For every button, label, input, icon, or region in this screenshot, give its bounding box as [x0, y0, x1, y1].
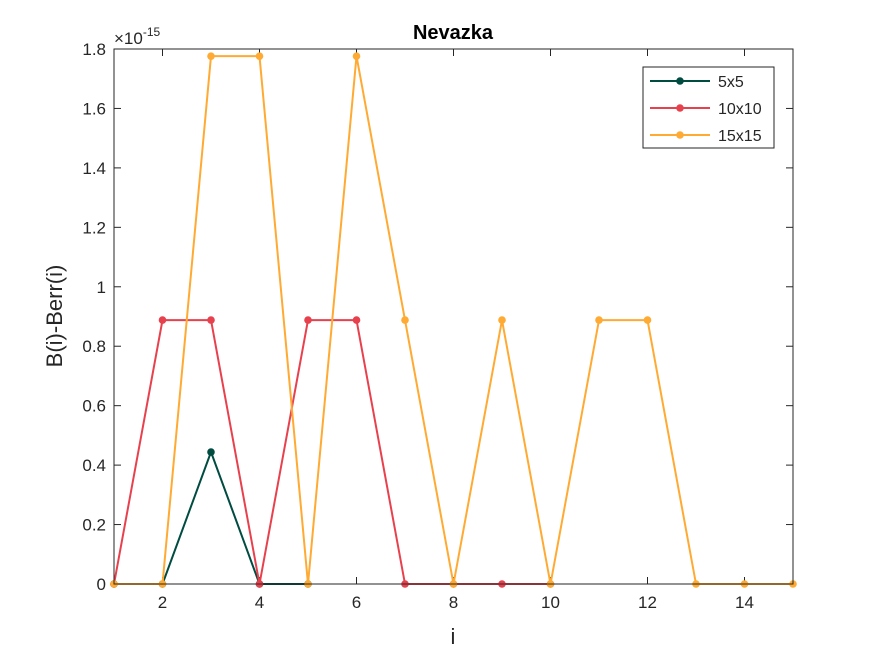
y-tick-label: 1.6 — [82, 99, 106, 118]
y-axis-ticks: 0 0.2 0.4 0.6 0.8 1 1.2 1.4 1.6 1.8 — [82, 40, 793, 594]
x-tick-label: 6 — [352, 593, 361, 612]
legend-item: 15x15 — [650, 128, 762, 145]
y-tick-label: 1.4 — [82, 159, 106, 178]
data-point — [401, 316, 409, 324]
legend-marker — [676, 77, 684, 85]
data-point — [207, 448, 215, 456]
x-tick-label: 2 — [158, 593, 167, 612]
exponent-label: ×10-15 — [114, 25, 161, 48]
data-point — [207, 52, 215, 60]
data-point — [304, 316, 312, 324]
x-tick-label: 14 — [735, 593, 754, 612]
y-tick-label: 1.2 — [82, 218, 106, 237]
plot-frame — [113, 48, 794, 585]
legend-label: 15x15 — [718, 128, 762, 145]
x-axis-ticks: 2 4 6 8 10 12 14 — [158, 49, 754, 612]
y-axis-label: B(i)-Berr(i) — [42, 265, 67, 368]
data-point — [158, 316, 167, 324]
legend-item: 10x10 — [650, 101, 762, 118]
x-axis-label: i — [451, 624, 456, 649]
data-point — [255, 52, 264, 60]
y-tick-label: 0 — [97, 575, 106, 594]
data-point — [643, 316, 652, 324]
data-point — [498, 316, 506, 324]
data-point — [352, 316, 361, 324]
chart-title: Nevazka — [413, 22, 494, 44]
x-tick-label: 12 — [638, 593, 657, 612]
y-tick-label: 1.8 — [82, 40, 106, 59]
legend: 5x5 10x10 15x15 — [642, 66, 775, 149]
svg-text:×10-15: ×10-15 — [114, 25, 161, 48]
legend-marker — [676, 131, 684, 139]
x-tick-label: 10 — [541, 593, 560, 612]
y-tick-label: 0.6 — [82, 397, 106, 416]
y-tick-label: 0.2 — [82, 516, 106, 535]
legend-label: 10x10 — [718, 101, 762, 118]
data-point — [595, 316, 603, 324]
legend-label: 5x5 — [718, 74, 744, 91]
legend-marker — [676, 104, 684, 112]
data-point — [352, 52, 361, 60]
exponent-base: ×10 — [114, 29, 143, 48]
y-tick-label: 0.8 — [82, 337, 106, 356]
x-tick-label: 4 — [255, 593, 264, 612]
exponent-power: -15 — [143, 25, 161, 39]
data-point — [207, 316, 215, 324]
x-tick-label: 8 — [449, 593, 458, 612]
y-tick-label: 1 — [97, 278, 106, 297]
y-tick-label: 0.4 — [82, 456, 106, 475]
legend-item: 5x5 — [650, 74, 744, 91]
